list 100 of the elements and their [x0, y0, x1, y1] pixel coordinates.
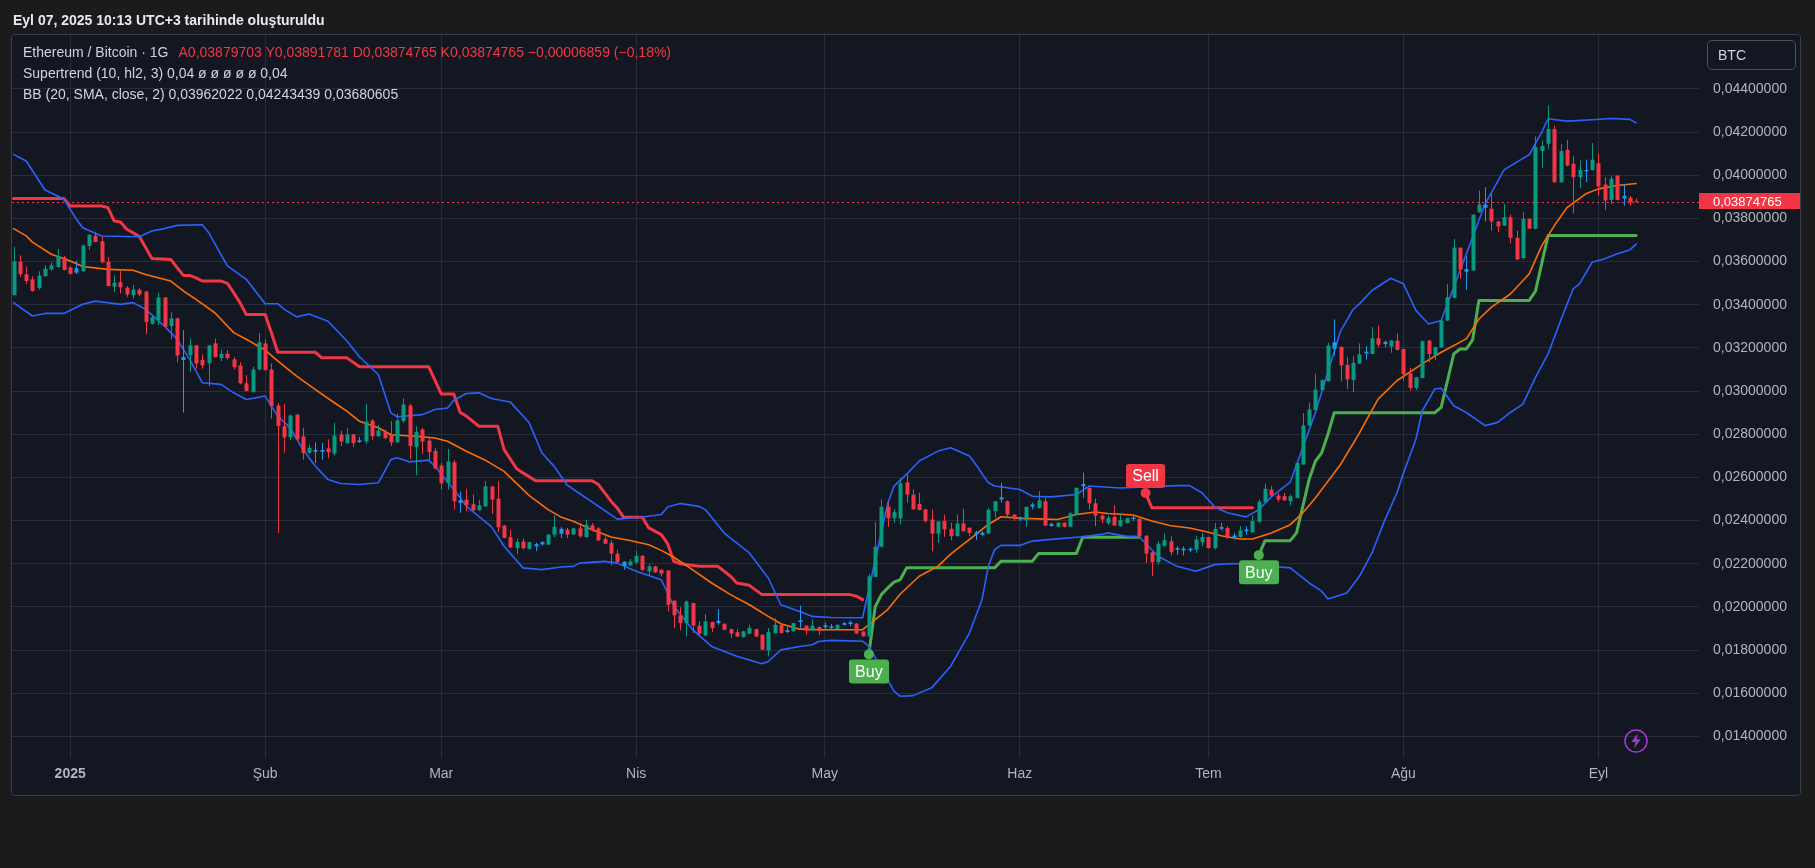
candlestick	[464, 488, 469, 512]
candlestick	[118, 270, 123, 294]
y-tick-label: 0,04400000	[1713, 79, 1788, 96]
candlestick	[439, 462, 444, 491]
candlestick	[490, 485, 495, 515]
y-tick-label: 0,01800000	[1713, 640, 1788, 657]
candlestick	[414, 425, 419, 476]
candlestick	[1112, 504, 1117, 527]
candlestick	[1458, 246, 1463, 280]
candlestick	[326, 438, 331, 459]
x-tick-label: Ağu	[1390, 765, 1416, 782]
y-tick-label: 0,01400000	[1713, 727, 1788, 744]
candlestick	[911, 489, 916, 511]
candlestick	[1351, 355, 1356, 393]
annotation: BB (20, SMA, close, 2) 0,03962022 0,04243439 0,03680605	[23, 85, 399, 103]
candlestick	[288, 414, 293, 441]
candlestick	[483, 480, 488, 508]
candlestick	[1596, 153, 1601, 197]
x-tick-label: Şub	[252, 765, 278, 782]
candlestick	[1464, 255, 1469, 291]
candlestick	[169, 311, 174, 340]
candlestick	[370, 418, 375, 441]
y-tick-label: 0,03600000	[1713, 252, 1788, 269]
candlestick	[905, 473, 910, 504]
point	[863, 649, 874, 660]
candlestick	[301, 427, 306, 461]
candlestick	[420, 427, 425, 455]
y-tick-label: 0,02600000	[1713, 468, 1788, 485]
candlestick	[986, 507, 991, 535]
x-tick-label: Haz	[1007, 765, 1033, 782]
candlestick	[188, 337, 193, 373]
candlestick	[427, 437, 432, 461]
candlestick	[313, 441, 318, 464]
candlestick	[798, 605, 803, 629]
candlestick	[1169, 535, 1174, 557]
candlestick	[886, 502, 891, 528]
candlestick	[609, 539, 614, 566]
candlestick	[678, 606, 683, 631]
candlestick	[1483, 186, 1488, 222]
candlestick	[37, 270, 42, 291]
y-tick-label: 0,03400000	[1713, 295, 1788, 312]
candlestick	[961, 508, 966, 533]
candlestick	[1144, 534, 1149, 564]
annotation: Supertrend (10, hl2, 3) 0,04 ø ø ø ø ø 0,04	[23, 64, 288, 82]
point	[1253, 550, 1264, 561]
point	[1140, 487, 1151, 498]
x-tick-label: Eyl	[1588, 765, 1609, 782]
candlestick	[1477, 189, 1482, 214]
candlestick	[1345, 356, 1350, 390]
y-tick-label: 0,03800000	[1713, 209, 1788, 226]
candlestick	[1508, 214, 1513, 244]
candlestick	[156, 292, 161, 326]
candlestick	[364, 403, 369, 445]
candlestick	[446, 448, 451, 491]
y-tick-label: 0,03200000	[1713, 338, 1788, 355]
candlestick	[1093, 498, 1098, 527]
candlestick	[584, 519, 589, 539]
candlestick	[1540, 140, 1545, 169]
candlestick	[18, 254, 23, 278]
candlestick	[1546, 104, 1551, 150]
candlestick	[251, 366, 256, 394]
candlestick	[1427, 339, 1432, 363]
candlestick	[930, 508, 935, 552]
x-tick-label: May	[811, 765, 839, 782]
candlestick	[1357, 342, 1362, 365]
y-tick-label: 0,02000000	[1713, 597, 1788, 614]
y-tick-label: 0,03000000	[1713, 381, 1788, 398]
candlestick	[1609, 175, 1614, 205]
candlestick	[282, 403, 287, 454]
candlestick	[684, 599, 689, 637]
x-tick-label: Mar	[429, 765, 454, 782]
candlestick	[1364, 345, 1369, 361]
candlestick	[1213, 522, 1218, 551]
candlestick	[401, 397, 406, 424]
candlestick	[1376, 325, 1381, 348]
candlestick	[238, 361, 243, 385]
candlestick	[458, 491, 463, 514]
candlestick	[1578, 159, 1583, 189]
text: Ethereum / Bitcoin · 1G	[23, 44, 169, 60]
candlestick	[1332, 318, 1337, 356]
x-tick-label: Tem	[1195, 765, 1222, 782]
candlestick	[1370, 326, 1375, 355]
x-tick-label: Nis	[626, 765, 647, 782]
candlestick	[955, 514, 960, 538]
y-tick-label: 0,02200000	[1713, 554, 1788, 571]
candlestick	[1313, 373, 1318, 412]
candlestick	[1150, 551, 1155, 577]
candlestick	[703, 613, 708, 637]
candlestick	[672, 599, 677, 629]
candlestick	[936, 520, 941, 544]
candlestick	[1257, 499, 1262, 524]
candlestick	[1445, 283, 1450, 322]
x-tick-label: 2025	[54, 765, 86, 782]
candlestick	[1307, 402, 1312, 427]
annotation: Sell	[1132, 467, 1159, 485]
candlestick	[942, 514, 947, 538]
candlestick	[56, 248, 61, 269]
candlestick	[1339, 345, 1344, 382]
candlestick	[766, 627, 771, 657]
candlestick	[1590, 142, 1595, 171]
